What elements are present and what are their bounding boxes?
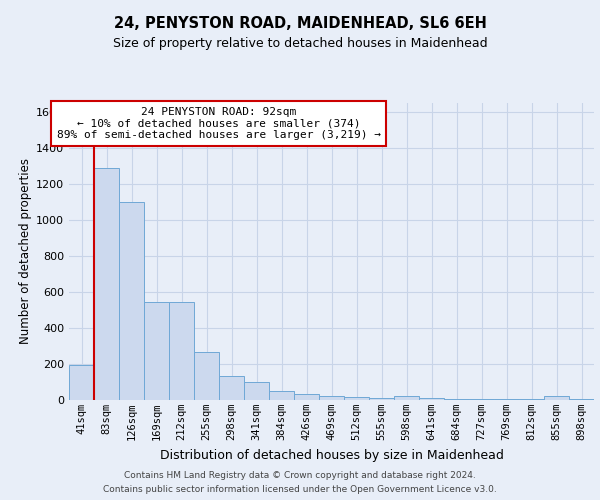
X-axis label: Distribution of detached houses by size in Maidenhead: Distribution of detached houses by size … (160, 448, 503, 462)
Text: Contains public sector information licensed under the Open Government Licence v3: Contains public sector information licen… (103, 485, 497, 494)
Bar (519, 399, 544, 400)
Bar (544, 396, 569, 400)
Bar (444, 399, 469, 400)
Bar (469, 399, 494, 400)
Bar (269, 391, 294, 400)
Bar (69, 365, 94, 400)
Bar (219, 376, 244, 400)
Bar (144, 302, 169, 400)
Bar (569, 399, 594, 400)
Text: Size of property relative to detached houses in Maidenhead: Size of property relative to detached ho… (113, 37, 487, 50)
Text: Contains HM Land Registry data © Crown copyright and database right 2024.: Contains HM Land Registry data © Crown c… (124, 471, 476, 480)
Bar (394, 396, 419, 400)
Bar (194, 352, 219, 400)
Bar (169, 302, 194, 400)
Bar (244, 382, 269, 400)
Y-axis label: Number of detached properties: Number of detached properties (19, 158, 32, 344)
Bar (319, 396, 344, 400)
Bar (494, 399, 519, 400)
Bar (94, 168, 119, 400)
Bar (419, 398, 444, 400)
Bar (119, 202, 144, 400)
Bar (369, 398, 394, 400)
Text: 24 PENYSTON ROAD: 92sqm
← 10% of detached houses are smaller (374)
89% of semi-d: 24 PENYSTON ROAD: 92sqm ← 10% of detache… (56, 107, 380, 140)
Bar (294, 394, 319, 400)
Bar (344, 398, 369, 400)
Text: 24, PENYSTON ROAD, MAIDENHEAD, SL6 6EH: 24, PENYSTON ROAD, MAIDENHEAD, SL6 6EH (113, 16, 487, 31)
